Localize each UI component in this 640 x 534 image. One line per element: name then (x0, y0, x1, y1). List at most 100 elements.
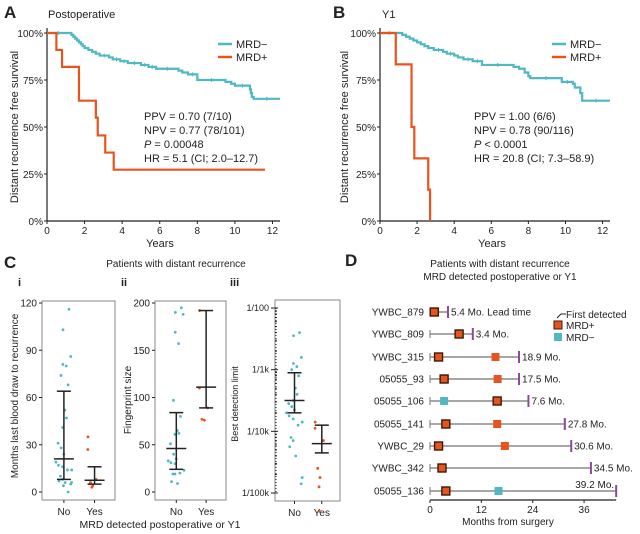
data-point (177, 342, 181, 346)
y-tick-label: 25% (356, 170, 376, 181)
panel-b-km-plot: Y1 Years Distant recurrence free surviva… (339, 9, 610, 250)
data-point (166, 459, 170, 463)
data-point (291, 417, 295, 421)
data-point (295, 392, 299, 396)
x-tick-label: 4 (451, 226, 457, 237)
x-tick-label: 6 (489, 226, 495, 237)
plot-frame (154, 300, 227, 501)
data-point (292, 334, 295, 338)
legend-label-mrd-neg: MRD− (236, 39, 267, 51)
panel-b-ylabel: Distant recurrence free survival (339, 51, 351, 203)
patient-id: YWBC_879 (372, 308, 425, 319)
x-tick-label: 0 (427, 505, 433, 516)
x-tick-label: 12 (597, 226, 609, 237)
x-tick-label: 12 (267, 226, 279, 237)
y-tick-label: 0 (144, 488, 150, 499)
data-point (300, 476, 304, 479)
x-tick-label-yes: Yes (198, 507, 214, 518)
annotation-npv: NPV = 0.78 (90/116) (474, 125, 574, 137)
annotation-ppv: PPV = 0.70 (7/10) (144, 111, 232, 123)
data-point (89, 481, 92, 484)
x-tick-label: 10 (229, 226, 241, 237)
data-point (172, 398, 175, 402)
data-point (318, 510, 322, 513)
mrd-pos-sample (439, 374, 449, 384)
data-point (292, 362, 295, 365)
legend-swatch-mrd-pos (553, 320, 563, 330)
annotation-ppv: PPV = 1.00 (6/6) (474, 111, 556, 123)
patient-row: 05055_141 27.8 Mo. (374, 418, 607, 431)
data-point (57, 479, 61, 483)
panel-b-title: Y1 (382, 9, 395, 21)
y-tick-label: 0 (31, 488, 37, 499)
c-i-ylabel: Months last blood draw to recurrence (10, 313, 21, 478)
mrd-pos-sample (429, 307, 439, 317)
data-point (173, 472, 177, 476)
y-tick-label: 150 (133, 346, 150, 357)
data-point (61, 363, 65, 366)
panel-d-xlabel: Months from surgery (462, 517, 554, 528)
patient-row: YWBC_809 3.4 Mo. (372, 328, 509, 341)
panel-letter-c: C (4, 253, 16, 272)
patient-row: 05055_106 7.6 Mo. (374, 395, 565, 408)
data-point (54, 460, 58, 464)
mrd-pos-sample (437, 463, 447, 473)
data-point (61, 328, 65, 332)
data-point (59, 446, 63, 450)
patient-row: YWBC_29 30.6 Mo. (377, 440, 613, 453)
data-point (70, 468, 74, 472)
panel-a-ylabel: Distant recurrence free survival (9, 51, 21, 203)
data-point (172, 452, 175, 456)
patient-id: YWBC_29 (377, 442, 424, 453)
panel-d-title-line1: Patients with distant recurrence (430, 259, 570, 270)
data-point (90, 485, 94, 489)
data-point (57, 463, 60, 467)
data-point (170, 480, 173, 484)
y-tick-label: 90 (26, 346, 38, 357)
patient-id: 05055_106 (374, 397, 424, 408)
data-point (56, 441, 60, 445)
y-tick-label: 100 (133, 393, 150, 404)
panel-d-timeline: Patients with distant recurrence MRD det… (372, 259, 633, 528)
panel-c-xlabel: MRD detected postoperative or Y1 (80, 519, 241, 531)
mrd-pos-sample (433, 441, 444, 451)
data-point (178, 471, 182, 475)
x-tick-label: 8 (526, 226, 532, 237)
legend-title-first-detected: First detected (566, 310, 627, 321)
km-curve-mrd-pos (380, 31, 432, 221)
data-point (66, 383, 70, 387)
y-tick-label: 0% (29, 217, 44, 228)
data-point (294, 454, 298, 458)
x-tick-label: 8 (195, 226, 201, 237)
legend-label-mrd-pos: MRD+ (236, 52, 267, 64)
y-tick-label: 60 (26, 393, 38, 404)
lead-time-label: 18.9 Mo. (522, 353, 561, 364)
km-curve-mrd-neg (380, 31, 610, 102)
x-tick-label: 6 (157, 226, 163, 237)
data-point (59, 474, 62, 478)
c-ii-ylabel: Fingerprint size (123, 365, 134, 434)
plot-frame (274, 299, 341, 502)
data-point (296, 423, 300, 427)
panel-letter-a: A (4, 3, 16, 22)
patient-id: YWBC_315 (372, 353, 425, 364)
data-point (65, 416, 68, 420)
patient-id: YWBC_809 (372, 330, 425, 341)
y-tick-label: 25% (23, 170, 43, 181)
y-tick-label: 50% (23, 123, 43, 134)
data-point (173, 330, 177, 334)
data-point (321, 439, 325, 442)
data-point (290, 368, 294, 372)
x-tick-label-no: No (58, 507, 71, 518)
subpanel-label-i: i (18, 277, 21, 289)
data-point (66, 468, 69, 472)
y-tick-label: 50 (139, 440, 151, 451)
data-point (289, 436, 293, 439)
lead-time-label: 5.4 Mo. Lead time (451, 308, 531, 319)
legend-label-mrd-pos: MRD+ (566, 321, 595, 332)
y-tick-label: 100% (17, 29, 43, 40)
data-point (86, 435, 90, 439)
subpanel-label-ii: ii (121, 277, 127, 289)
data-point (287, 402, 291, 405)
